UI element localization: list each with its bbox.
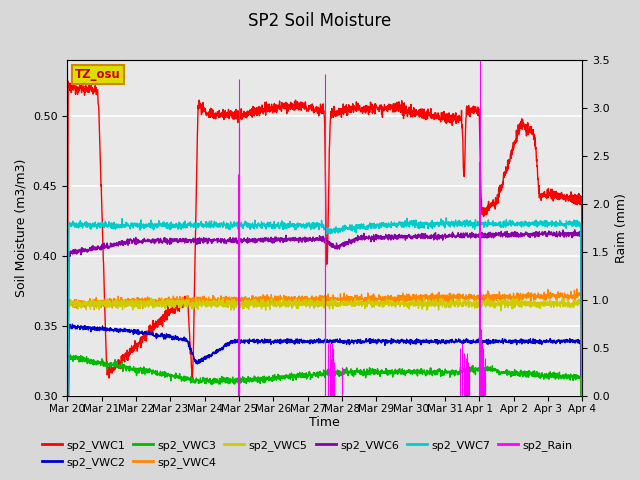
sp2_VWC2 <box>314 338 322 344</box>
sp2_VWC2 <box>300 340 308 346</box>
sp2_VWC1 <box>469 104 477 109</box>
X-axis label: Time: Time <box>309 417 340 430</box>
sp2_VWC1 <box>69 75 77 81</box>
sp2_VWC1 <box>300 106 308 111</box>
sp2_VWC4 <box>314 298 321 304</box>
sp2_VWC3 <box>314 372 322 377</box>
sp2_VWC1 <box>564 193 572 199</box>
sp2_VWC4 <box>90 300 97 306</box>
Y-axis label: Raim (mm): Raim (mm) <box>616 193 628 263</box>
Legend: sp2_VWC1, sp2_VWC2, sp2_VWC3, sp2_VWC4, sp2_VWC5, sp2_VWC6, sp2_VWC7, sp2_Rain: sp2_VWC1, sp2_VWC2, sp2_VWC3, sp2_VWC4, … <box>38 436 577 472</box>
Line: sp2_VWC5: sp2_VWC5 <box>67 298 582 480</box>
sp2_VWC1 <box>314 104 322 110</box>
sp2_VWC3 <box>67 352 74 358</box>
sp2_VWC4 <box>563 292 571 298</box>
sp2_VWC6 <box>90 245 97 251</box>
sp2_VWC7 <box>300 222 308 228</box>
sp2_VWC3 <box>300 373 308 379</box>
sp2_VWC2 <box>469 337 477 343</box>
sp2_VWC2 <box>564 338 572 344</box>
Line: sp2_VWC1: sp2_VWC1 <box>67 78 582 452</box>
sp2_VWC1 <box>564 196 572 202</box>
sp2_VWC5 <box>564 300 572 306</box>
sp2_VWC3 <box>564 374 572 380</box>
sp2_VWC1 <box>579 423 586 429</box>
sp2_VWC6 <box>300 236 308 241</box>
sp2_VWC5 <box>90 299 97 304</box>
sp2_VWC7 <box>469 220 477 226</box>
Line: sp2_VWC4: sp2_VWC4 <box>67 289 582 480</box>
sp2_VWC3 <box>90 357 97 363</box>
sp2_VWC5 <box>300 300 308 306</box>
Y-axis label: Soil Moisture (m3/m3): Soil Moisture (m3/m3) <box>14 159 27 297</box>
sp2_VWC3 <box>564 372 572 378</box>
sp2_VWC2 <box>90 324 97 330</box>
sp2_VWC5 <box>469 301 477 307</box>
sp2_VWC7 <box>442 215 450 221</box>
sp2_VWC5 <box>564 296 572 302</box>
sp2_VWC7 <box>564 220 572 226</box>
sp2_VWC2 <box>564 338 572 344</box>
Text: SP2 Soil Moisture: SP2 Soil Moisture <box>248 12 392 30</box>
sp2_VWC1 <box>90 90 97 96</box>
sp2_VWC6 <box>564 230 572 236</box>
sp2_VWC6 <box>469 232 477 238</box>
Line: sp2_VWC7: sp2_VWC7 <box>67 218 582 480</box>
Text: TZ_osu: TZ_osu <box>75 69 121 82</box>
sp2_VWC4 <box>573 286 580 292</box>
Line: sp2_VWC6: sp2_VWC6 <box>67 230 582 480</box>
Line: sp2_VWC3: sp2_VWC3 <box>67 355 582 480</box>
sp2_VWC6 <box>571 227 579 233</box>
sp2_VWC7 <box>90 222 97 228</box>
sp2_VWC6 <box>563 230 571 236</box>
sp2_VWC4 <box>564 297 572 303</box>
sp2_VWC6 <box>314 237 321 242</box>
sp2_VWC1 <box>63 449 71 455</box>
sp2_VWC7 <box>564 221 572 227</box>
sp2_VWC2 <box>68 321 76 327</box>
sp2_VWC4 <box>300 298 308 304</box>
sp2_VWC3 <box>469 368 477 373</box>
Line: sp2_VWC2: sp2_VWC2 <box>67 324 582 480</box>
sp2_VWC4 <box>469 295 477 301</box>
sp2_VWC5 <box>321 295 329 300</box>
sp2_VWC7 <box>314 222 321 228</box>
sp2_VWC5 <box>314 300 321 306</box>
